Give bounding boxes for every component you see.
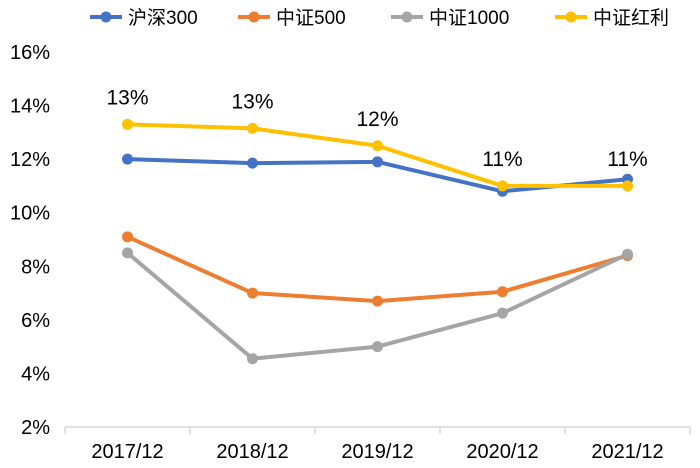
data-label: 12% [356, 108, 398, 131]
y-tick-label: 4% [21, 363, 50, 385]
data-point-2-0 [122, 247, 133, 259]
x-tick-label: 2019/12 [341, 441, 413, 463]
x-tick-label: 2017/12 [91, 441, 163, 463]
data-point-0-1 [247, 157, 258, 169]
y-axis: 2% 4% 6% 8% 10% 12% 14% 16% [10, 42, 50, 439]
legend-swatch-marker [565, 11, 577, 23]
data-point-2-4 [622, 248, 633, 260]
data-label: 13% [231, 90, 273, 113]
data-point-1-0 [122, 231, 133, 243]
data-point-3-3 [497, 180, 508, 192]
x-axis: 2017/12 2018/12 2019/12 2020/12 2021/12 [64, 426, 691, 463]
legend-swatch-marker [248, 11, 260, 23]
data-point-3-0 [122, 118, 133, 130]
data-point-1-1 [247, 287, 258, 299]
legend: 沪深300 中证500 中证1000 中证红利 [90, 7, 669, 29]
data-label: 11% [482, 148, 522, 171]
legend-label: 沪深300 [128, 7, 198, 29]
y-tick-label: 6% [21, 310, 50, 332]
x-tick-label: 2018/12 [216, 441, 288, 463]
legend-label: 中证红利 [593, 7, 669, 29]
x-tick-label: 2020/12 [466, 441, 538, 463]
y-tick-label: 10% [10, 203, 50, 225]
legend-swatch-marker [401, 11, 413, 23]
data-point-0-2 [372, 156, 383, 168]
legend-label: 中证1000 [429, 7, 509, 29]
data-point-1-2 [372, 295, 383, 307]
data-point-2-2 [372, 341, 383, 353]
y-tick-label: 16% [10, 42, 50, 64]
legend-swatch-marker [100, 11, 112, 23]
data-labels: 13% 13% 12% 11% 11% [106, 86, 647, 171]
legend-label: 中证500 [276, 7, 346, 29]
y-tick-label: 2% [21, 417, 50, 439]
data-point-1-3 [497, 286, 508, 298]
x-tick-label: 2021/12 [591, 441, 663, 463]
data-label: 13% [106, 86, 148, 109]
series-points [122, 118, 633, 365]
data-point-3-2 [372, 140, 383, 152]
series-line-3 [125, 122, 630, 188]
data-point-3-1 [247, 122, 258, 134]
y-tick-label: 12% [10, 149, 50, 171]
data-point-2-3 [497, 307, 508, 319]
data-label: 11% [607, 148, 647, 171]
y-tick-label: 8% [21, 256, 50, 278]
data-point-3-4 [622, 180, 633, 192]
y-tick-label: 14% [10, 96, 50, 118]
data-point-2-1 [247, 353, 258, 365]
data-point-0-0 [122, 153, 133, 165]
